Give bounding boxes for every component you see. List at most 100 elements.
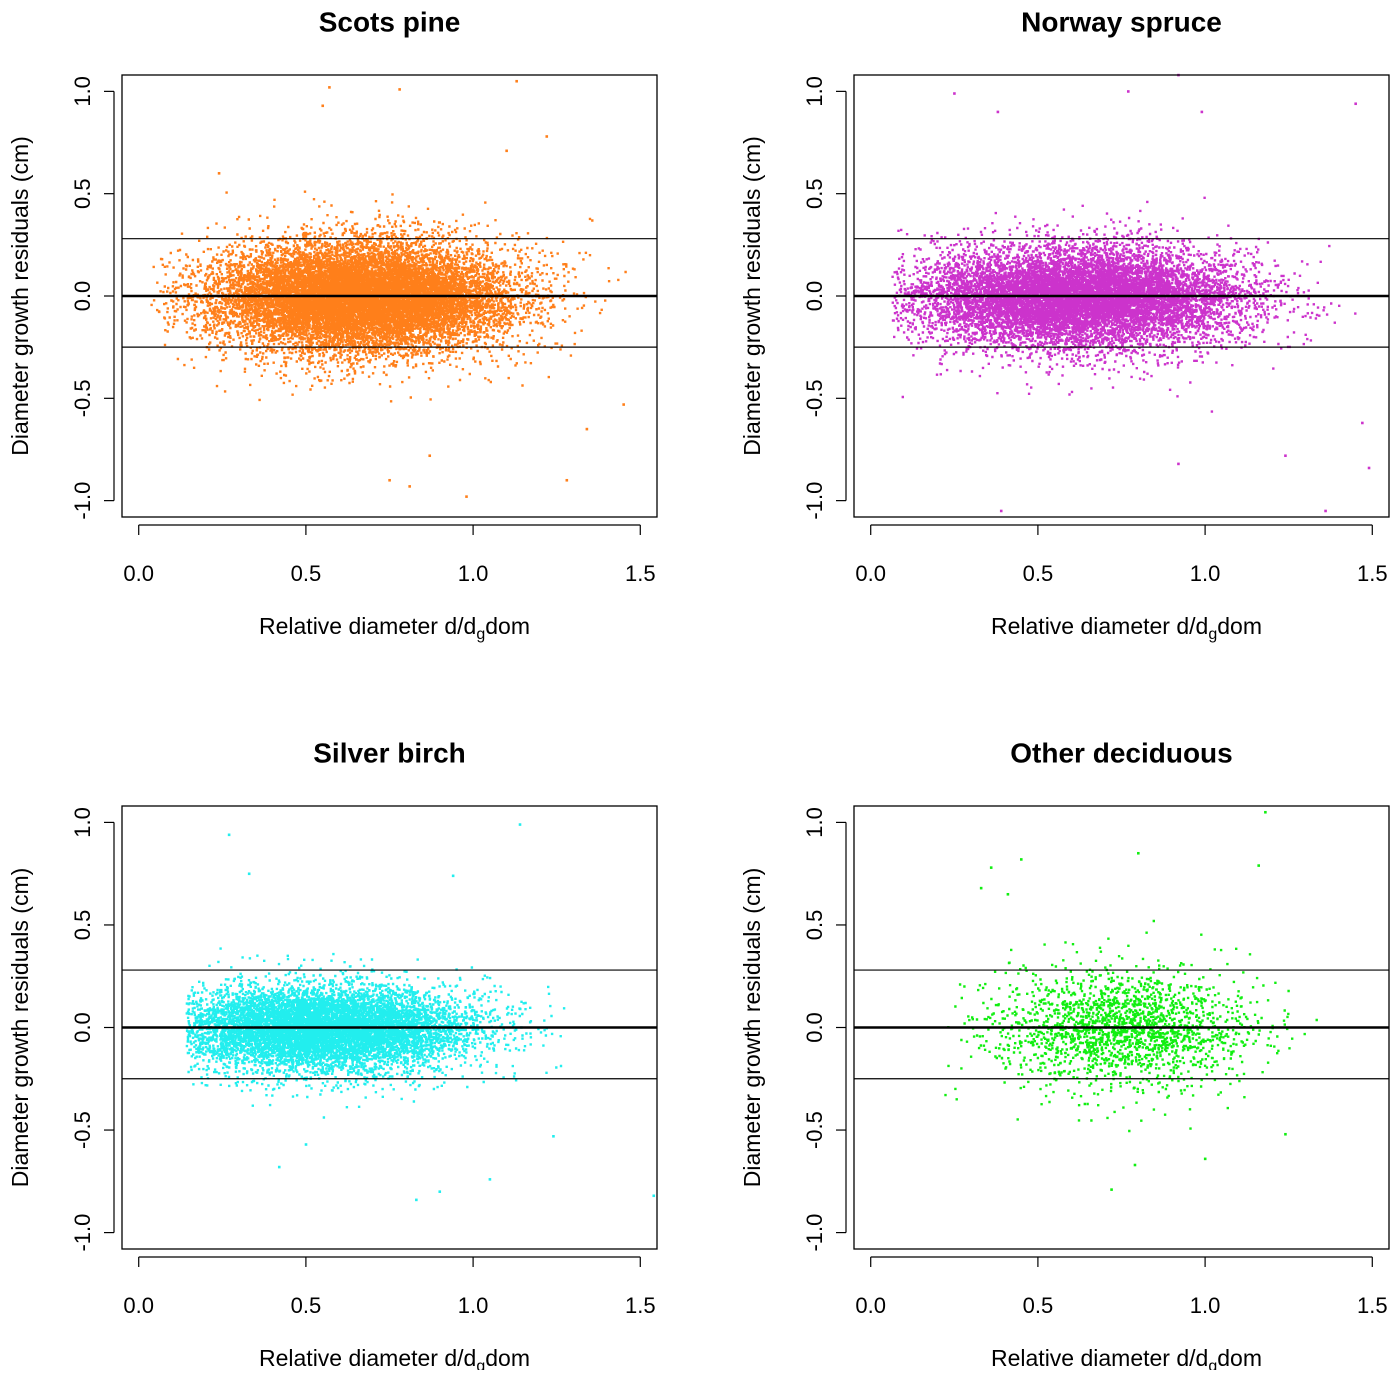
- x-tick-label: 0.5: [1023, 1293, 1054, 1318]
- outlier-point: [953, 92, 956, 95]
- outlier-point: [277, 1165, 281, 1169]
- outlier-point: [304, 1143, 308, 1146]
- outlier-point: [247, 872, 251, 876]
- panel-title: Other deciduous: [1010, 737, 1232, 768]
- outlier-point: [1354, 102, 1357, 106]
- y-tick-label: 0.5: [802, 910, 827, 941]
- y-tick-label: 0.5: [802, 178, 827, 209]
- outlier-point: [388, 478, 391, 482]
- y-tick-label: 0.5: [70, 910, 95, 941]
- outlier-point: [999, 509, 1003, 513]
- outlier-point: [565, 478, 569, 482]
- x-tick-label: 1.5: [625, 561, 656, 586]
- x-tick-label: 0.0: [855, 561, 886, 586]
- outlier-point: [465, 495, 468, 498]
- y-tick-label: -1.0: [70, 1214, 95, 1252]
- outlier-point: [328, 86, 331, 89]
- outlier-point: [989, 866, 993, 869]
- data-points: [944, 810, 1318, 1191]
- outlier-point: [652, 1194, 656, 1198]
- panel-2: Silver birch 0.0 0.5 1.0 1.5 -1.0 -0.5 0.0 0.5 1.…: [7, 737, 658, 1375]
- outlier-point: [408, 485, 411, 488]
- y-tick-label: -0.5: [802, 379, 827, 417]
- plot-frame: [853, 805, 1390, 1250]
- x-axis-label: Relative diameter d/dgdom: [259, 613, 530, 643]
- panel-3: Other deciduous 0.0 0.5 1.0 1.5 -1.0 -0.5 0.0 0.…: [739, 737, 1390, 1375]
- y-tick-label: -0.5: [802, 1111, 827, 1149]
- outlier-point: [1264, 810, 1267, 814]
- outlier-point: [518, 823, 522, 826]
- y-tick-label: 1.0: [802, 76, 827, 107]
- x-tick-label: 1.5: [1357, 561, 1388, 586]
- panel-0: Scots pine 0.0 0.5 1.0 1.5 -1.0 -0.5 0.0 0.5 1.0 R…: [7, 6, 658, 643]
- x-tick-label: 1.0: [1190, 1293, 1221, 1318]
- x-axis-label: Relative diameter d/dgdom: [259, 1345, 530, 1370]
- outlier-point: [321, 104, 325, 108]
- x-tick-label: 1.5: [625, 1293, 656, 1318]
- x-tick-label: 0.5: [1023, 561, 1054, 586]
- y-axis-label: Diameter growth residuals (cm): [7, 136, 33, 456]
- plot-frame: [853, 74, 1390, 518]
- x-tick-label: 0.5: [291, 561, 322, 586]
- y-tick-label: 0.5: [70, 178, 95, 209]
- outlier-point: [428, 454, 432, 458]
- panel-title: Silver birch: [313, 737, 466, 768]
- panel-title: Norway spruce: [1021, 6, 1222, 37]
- outlier-point: [1177, 462, 1180, 466]
- data-points: [150, 79, 627, 498]
- y-tick-label: -0.5: [70, 1111, 95, 1149]
- y-tick-label: 0.0: [70, 281, 95, 312]
- y-tick-label: -1.0: [70, 482, 95, 520]
- outlier-point: [1367, 466, 1371, 470]
- y-tick-label: 1.0: [802, 807, 827, 838]
- point-cloud: [185, 947, 566, 1119]
- data-points: [891, 73, 1371, 513]
- y-tick-label: -0.5: [70, 379, 95, 417]
- outlier-point: [545, 135, 549, 138]
- y-tick-label: -1.0: [802, 482, 827, 520]
- outlier-point: [1257, 864, 1260, 867]
- x-tick-label: 1.5: [1357, 1293, 1388, 1318]
- outlier-point: [585, 427, 589, 431]
- outlier-point: [488, 1178, 492, 1181]
- outlier-point: [1006, 892, 1010, 896]
- x-axis-label: Relative diameter d/dgdom: [991, 613, 1262, 643]
- y-tick-label: 1.0: [70, 807, 95, 838]
- x-tick-label: 0.0: [123, 561, 154, 586]
- outlier-point: [1137, 851, 1140, 855]
- outlier-point: [515, 79, 518, 83]
- y-axis-label: Diameter growth residuals (cm): [739, 136, 765, 456]
- x-tick-label: 1.0: [458, 1293, 489, 1318]
- outlier-point: [1361, 421, 1364, 425]
- panel-1: Norway spruce 0.0 0.5 1.0 1.5 -1.0 -0.5 0.0 0.5 1…: [739, 6, 1390, 643]
- outlier-point: [505, 149, 508, 153]
- point-cloud: [891, 196, 1357, 413]
- x-tick-label: 1.0: [1190, 561, 1221, 586]
- outlier-point: [415, 1198, 418, 1202]
- x-tick-label: 0.0: [123, 1293, 154, 1318]
- outlier-point: [217, 172, 221, 175]
- outlier-point: [1133, 1163, 1137, 1167]
- plot-frame: [121, 805, 658, 1250]
- point-cloud: [944, 919, 1318, 1133]
- outlier-point: [1019, 858, 1023, 861]
- outlier-point: [398, 88, 401, 91]
- y-tick-label: 0.0: [802, 1012, 827, 1043]
- data-points: [185, 823, 656, 1202]
- plot-frame: [121, 74, 658, 518]
- panel-title: Scots pine: [319, 6, 461, 37]
- outlier-point: [438, 1190, 442, 1193]
- outlier-point: [552, 1134, 555, 1138]
- outlier-point: [979, 886, 983, 890]
- outlier-point: [622, 403, 625, 406]
- outlier-point: [1284, 454, 1287, 458]
- outlier-point: [451, 874, 455, 878]
- y-axis-label: Diameter growth residuals (cm): [7, 868, 33, 1188]
- x-tick-label: 0.0: [855, 1293, 886, 1318]
- y-tick-label: -1.0: [802, 1214, 827, 1252]
- outlier-point: [1126, 90, 1130, 93]
- outlier-point: [1284, 1132, 1287, 1136]
- outlier-point: [1324, 509, 1327, 513]
